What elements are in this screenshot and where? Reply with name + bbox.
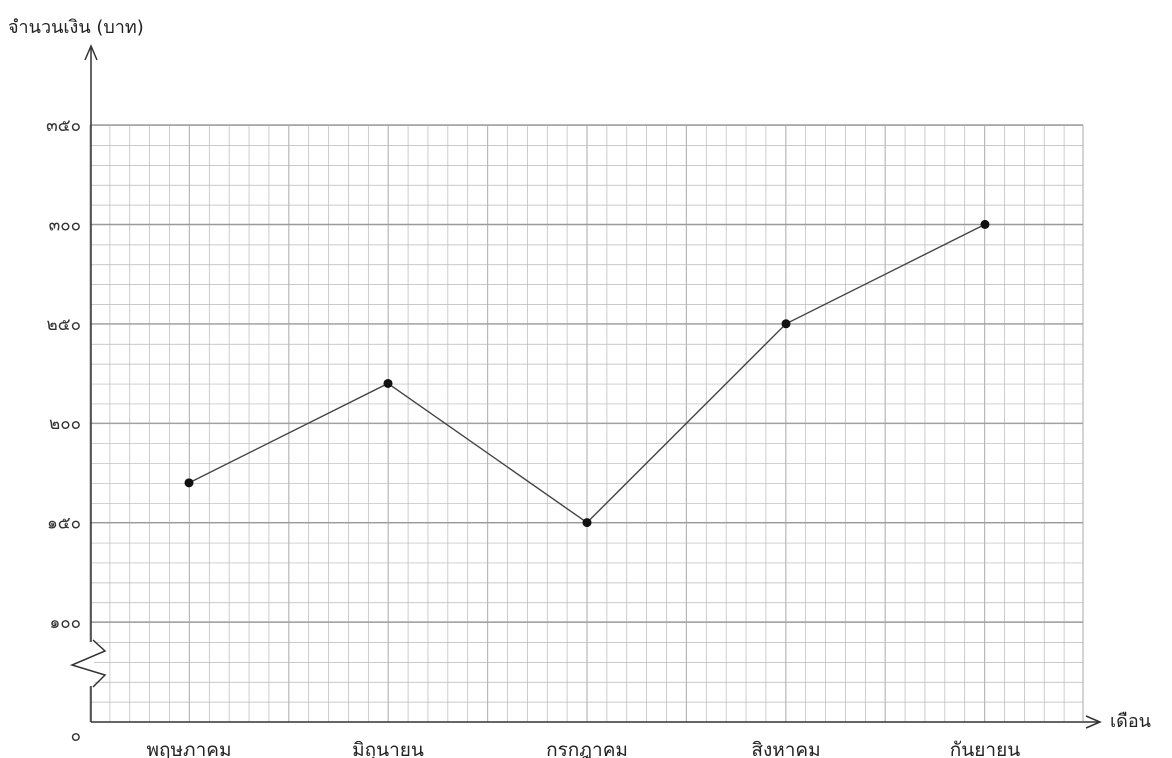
y-tick-label: ๓๐๐ (49, 215, 81, 235)
data-point (980, 219, 990, 229)
axis-break-gap (88, 642, 94, 686)
y-tick-label: ๒๕๐ (47, 315, 81, 335)
x-category-label: พฤษภาคม (147, 739, 232, 758)
data-point (781, 319, 791, 329)
x-category-label: กันยายน (950, 739, 1020, 758)
y-axis-arrow (84, 44, 98, 61)
y-axis-title: จำนวนเงิน (บาท) (8, 17, 144, 38)
y-tick-label: ๑๕๐ (47, 514, 81, 534)
x-category-label: สิงหาคม (751, 739, 820, 758)
x-axis-arrow (1085, 715, 1102, 729)
y-tick-labels: ๐ ๑๐๐ ๑๕๐ ๒๐๐ ๒๕๐ ๓๐๐ ๓๕๐ (46, 116, 81, 746)
data-point (184, 478, 194, 488)
x-category-label: มิถุนายน (352, 739, 424, 758)
chart-axes (69, 44, 1102, 729)
x-category-labels: พฤษภาคม มิถุนายน กรกฎาคม สิงหาคม กันยายน (147, 739, 1021, 758)
data-point (582, 518, 592, 528)
y-tick-label: ๒๐๐ (49, 414, 81, 434)
y-tick-label: ๑๐๐ (49, 613, 81, 633)
data-series (184, 219, 990, 528)
axis-break-zigzag (69, 639, 107, 688)
x-axis-title: เดือน (1110, 711, 1151, 732)
x-category-label: กรกฎาคม (546, 739, 628, 758)
y-tick-label: ๐ (71, 726, 81, 746)
y-tick-label: ๓๕๐ (46, 116, 81, 136)
chart-grid (89, 124, 1084, 723)
data-point (383, 378, 393, 388)
